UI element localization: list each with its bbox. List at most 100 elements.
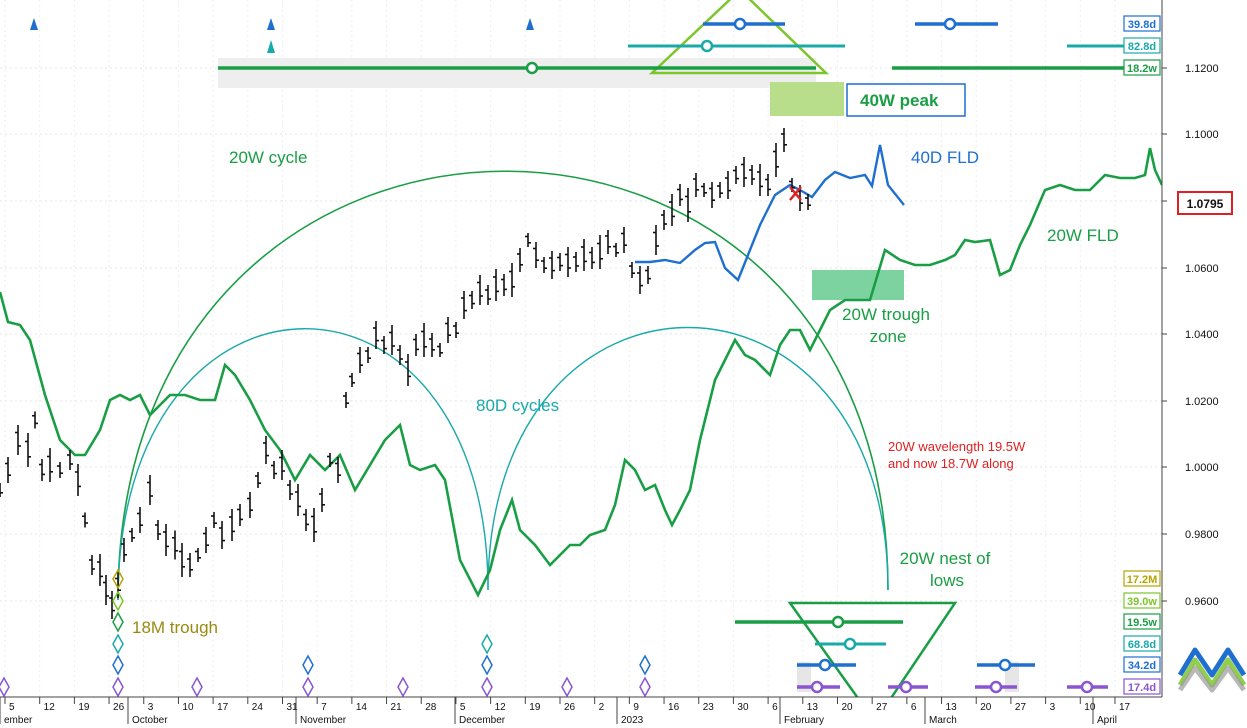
y-tick-label: 1.0600 xyxy=(1185,263,1219,275)
x-axis: 5 12 19 26 3 10 17 24 31 7 14 21 28 5 12 19 26 2 9 16 23 30 6 1… xyxy=(0,696,1247,728)
x-tick-label: 6 xyxy=(772,702,778,713)
x-tick-label: 27 xyxy=(1015,702,1027,713)
x-month-label: March xyxy=(929,715,957,726)
cycle-badge xyxy=(1123,592,1161,609)
x-tick-label: 10 xyxy=(1084,702,1096,713)
y-tick-label: 1.1000 xyxy=(1185,129,1219,141)
cycle-badge xyxy=(1123,59,1161,76)
x-tick-label: 3 xyxy=(148,702,154,713)
cycle-diamond xyxy=(481,633,493,655)
x-tick-label: 7 xyxy=(321,702,327,713)
cycle-diamond xyxy=(639,676,651,698)
cycle-diamond xyxy=(302,654,314,676)
cycle-badge xyxy=(1123,570,1161,587)
cycle-badge-label: 82.8d xyxy=(1128,41,1156,53)
x-tick-label: 12 xyxy=(495,702,507,713)
cycle-badge-label: 39.8d xyxy=(1128,19,1156,31)
annotations: 20W cycle 80D cycles 40D FLD 20W FLD 40W… xyxy=(132,83,1119,637)
x-month-label: ember xyxy=(4,715,33,726)
label-wavelength-2: and now 18.7W along xyxy=(888,456,1014,471)
cycle-diamond xyxy=(112,590,124,612)
y-tick-label: 1.0000 xyxy=(1185,462,1219,474)
cycle-diamond xyxy=(112,568,124,590)
cycle-badge xyxy=(1123,15,1161,32)
x-tick-label: 26 xyxy=(113,702,125,713)
label-nest-1: 20W nest of xyxy=(900,549,991,568)
label-40w-peak: 40W peak xyxy=(860,91,939,110)
x-tick-label: 3 xyxy=(1050,702,1056,713)
x-tick-label: 20 xyxy=(841,702,853,713)
x-tick-label: 23 xyxy=(703,702,715,713)
x-tick-label: 20 xyxy=(980,702,992,713)
x-tick-label: 27 xyxy=(876,702,888,713)
projection-triangles xyxy=(648,0,958,725)
x-tick-label: 5 xyxy=(460,702,466,713)
x-tick-label: 16 xyxy=(668,702,680,713)
label-80d-cycles: 80D cycles xyxy=(476,396,559,415)
x-tick-label: 17 xyxy=(217,702,229,713)
x-tick-label: 14 xyxy=(356,702,368,713)
bottom-diamond-markers xyxy=(0,568,651,698)
y-axis: 1.12001.10001.08001.06001.04001.02001.00… xyxy=(1161,0,1247,700)
cycle-diamond xyxy=(112,611,124,633)
cycle-badge xyxy=(1123,635,1161,652)
x-tick-label: 19 xyxy=(529,702,541,713)
x-tick-label: 26 xyxy=(564,702,576,713)
x-tick-label: 24 xyxy=(252,702,264,713)
label-18m-trough: 18M trough xyxy=(132,618,218,637)
triangle-40w-peak xyxy=(648,0,830,75)
cycle-diamond xyxy=(481,676,493,698)
cycle-badge-label: 39.0w xyxy=(1127,596,1157,608)
y-tick-label: 0.9800 xyxy=(1185,529,1219,541)
cross-marker xyxy=(789,186,802,201)
x-tick-label: 28 xyxy=(425,702,437,713)
x-tick-label: 13 xyxy=(807,702,819,713)
cycle-badge xyxy=(1123,37,1161,54)
cycle-projection-bars xyxy=(218,17,1150,694)
label-trough-zone-2: zone xyxy=(870,327,907,346)
x-tick-label: 19 xyxy=(78,702,90,713)
trough-zone-box xyxy=(812,270,904,300)
x-tick-label: 9 xyxy=(633,702,639,713)
cycle-badge-label: 34.2d xyxy=(1128,660,1156,672)
label-40d-fld: 40D FLD xyxy=(911,148,979,167)
y-tick-label: 1.0400 xyxy=(1185,329,1219,341)
cycle-badge-label: 17.4d xyxy=(1128,682,1156,694)
label-nest-2: lows xyxy=(930,571,964,590)
x-tick-label: 5 xyxy=(9,702,15,713)
projection-bands xyxy=(218,58,1019,692)
cycle-diamond xyxy=(112,633,124,655)
x-month-label: October xyxy=(132,715,168,726)
y-tick-label: 0.9600 xyxy=(1185,596,1219,608)
x-month-label: November xyxy=(300,715,347,726)
grid xyxy=(0,0,1162,697)
x-month-label: December xyxy=(459,715,506,726)
cycle-badge xyxy=(1123,613,1161,630)
cycle-diamond xyxy=(112,676,124,698)
cycle-diamond xyxy=(0,676,10,698)
peak-zone-box xyxy=(770,82,844,116)
x-month-label: April xyxy=(1097,715,1117,726)
cycle-diamond xyxy=(481,654,493,676)
cycle-diamond xyxy=(561,676,573,698)
top-cycle-markers xyxy=(30,18,534,53)
cycle-badge-label: 68.8d xyxy=(1128,639,1156,651)
y-tick-label: 1.0200 xyxy=(1185,396,1219,408)
brand-logo-icon xyxy=(1177,647,1247,693)
price-label-box xyxy=(1177,191,1233,215)
price-bars xyxy=(0,128,811,619)
x-tick-label: 12 xyxy=(44,702,56,713)
arc-20w xyxy=(117,170,889,601)
series-line-40d-fld xyxy=(635,144,905,283)
cycle-diamond xyxy=(639,654,651,676)
cycle-diamond xyxy=(302,676,314,698)
cycle-arcs xyxy=(117,170,889,601)
label-wavelength-1: 20W wavelength 19.5W xyxy=(888,439,1026,454)
series-line-20w-fld xyxy=(0,147,1164,598)
x-month-label: 2023 xyxy=(621,715,644,726)
cycle-diamond xyxy=(112,654,124,676)
y-tick-label: 1.1200 xyxy=(1185,63,1219,75)
x-tick-label: 30 xyxy=(737,702,749,713)
x-tick-label: 6 xyxy=(911,702,917,713)
